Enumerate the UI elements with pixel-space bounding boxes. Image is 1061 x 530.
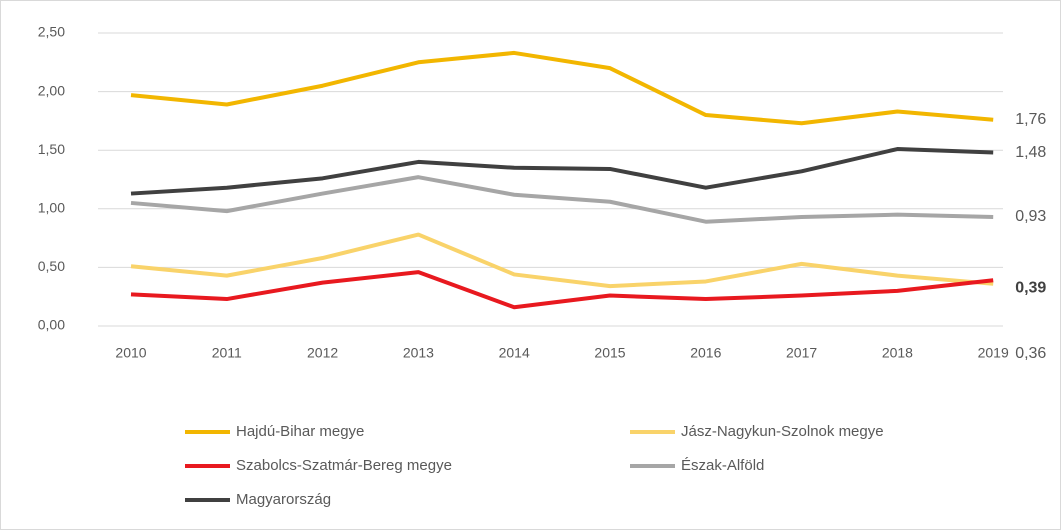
series-line xyxy=(130,50,994,126)
x-tick-label: 2011 xyxy=(212,345,242,361)
y-tick-label: 0,00 xyxy=(38,317,65,333)
x-tick-label: 2012 xyxy=(307,345,338,361)
y-tick-label: 2,50 xyxy=(38,24,65,40)
y-tick-label: 1,50 xyxy=(38,141,65,157)
series-line xyxy=(130,175,994,224)
x-tick-label: 2010 xyxy=(115,345,146,361)
data-label: 0,39 xyxy=(1015,280,1046,297)
x-tick-label: 2015 xyxy=(594,345,625,361)
y-tick-label: 1,00 xyxy=(38,200,65,216)
y-tick-label: 0,50 xyxy=(38,258,65,274)
legend-label: Észak-Alföld xyxy=(681,457,764,474)
y-tick-label: 2,00 xyxy=(38,82,65,98)
data-label: 0,93 xyxy=(1015,208,1046,225)
data-label: 0,36 xyxy=(1015,345,1046,362)
x-tick-label: 2013 xyxy=(403,345,434,361)
legend-label: Szabolcs-Szatmár-Bereg megye xyxy=(236,457,452,474)
x-tick-label: 2017 xyxy=(786,345,817,361)
x-tick-label: 2014 xyxy=(499,345,530,361)
series-line xyxy=(130,232,994,289)
data-label: 1,76 xyxy=(1015,111,1046,128)
series-line xyxy=(130,147,994,196)
legend-label: Hajdú-Bihar megye xyxy=(236,423,364,440)
x-tick-label: 2019 xyxy=(978,345,1009,361)
series-line xyxy=(130,270,994,310)
data-label: 1,48 xyxy=(1015,144,1046,161)
x-tick-label: 2016 xyxy=(690,345,721,361)
legend-label: Jász-Nagykun-Szolnok megye xyxy=(681,423,884,440)
legend-label: Magyarország xyxy=(236,491,331,508)
x-tick-label: 2018 xyxy=(882,345,913,361)
